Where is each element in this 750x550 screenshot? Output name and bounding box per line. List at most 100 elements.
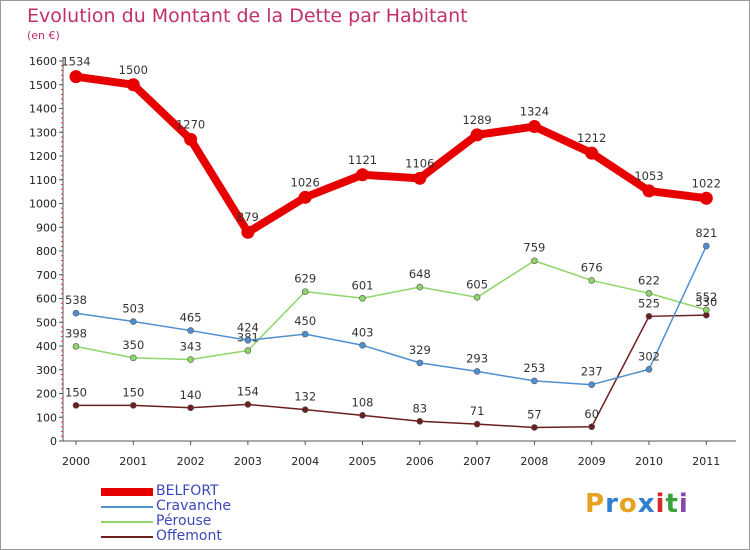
legend-label: BELFORT [156, 483, 219, 499]
y-tick-label: 200 [36, 388, 57, 401]
x-tick-label: 2008 [520, 455, 548, 468]
data-point [645, 365, 653, 373]
logo-letter: i [678, 489, 689, 519]
data-label: 1500 [119, 63, 148, 77]
data-point [642, 184, 656, 198]
x-tick-label: 2011 [692, 455, 720, 468]
y-tick-label: 1500 [29, 79, 57, 92]
data-label: 1053 [634, 169, 663, 183]
data-point [356, 168, 369, 182]
data-point [699, 191, 713, 205]
y-tick-label: 1000 [29, 198, 57, 211]
data-point [585, 146, 599, 160]
data-label: 57 [527, 407, 542, 421]
data-label: 150 [122, 385, 144, 399]
series-line-offemont [76, 314, 707, 429]
x-tick-label: 2010 [635, 455, 663, 468]
data-label: 350 [122, 338, 144, 352]
data-point [72, 309, 80, 317]
data-label: 150 [65, 385, 87, 399]
data-point [416, 283, 424, 291]
data-point [130, 402, 137, 409]
data-label: 302 [638, 349, 660, 363]
data-point [531, 257, 538, 265]
data-point [301, 288, 309, 295]
data-point [72, 402, 80, 409]
data-label: 424 [237, 320, 259, 334]
data-point [588, 277, 596, 284]
data-point [359, 294, 366, 302]
data-label: 329 [409, 343, 431, 357]
logo-letter: x [637, 489, 656, 519]
data-point [130, 354, 137, 362]
data-label: 759 [523, 241, 545, 255]
x-tick-label: 2002 [177, 455, 205, 468]
data-point [244, 347, 252, 354]
data-label: 622 [638, 273, 660, 287]
data-label: 83 [412, 401, 427, 415]
data-label: 601 [352, 278, 374, 292]
data-label: 879 [237, 210, 259, 224]
data-label: 525 [638, 296, 660, 310]
y-tick-label: 800 [36, 245, 57, 258]
x-tick-label: 2006 [406, 455, 434, 468]
y-tick-label: 1600 [29, 55, 57, 68]
data-point [470, 128, 484, 142]
data-point [645, 313, 653, 320]
data-point [702, 242, 710, 250]
legend-label: Pérouse [156, 513, 212, 529]
logo-letter: P [585, 489, 606, 519]
x-tick-label: 2004 [291, 455, 319, 468]
logo-letter: i [655, 489, 666, 519]
data-label: 648 [409, 267, 431, 281]
chart-title: Evolution du Montant de la Dette par Hab… [27, 5, 468, 27]
data-label: 71 [470, 404, 485, 418]
data-point [473, 368, 481, 375]
legend-swatch [101, 521, 153, 523]
data-point [126, 78, 140, 92]
data-label: 538 [65, 293, 87, 307]
data-point [244, 336, 252, 344]
y-tick-label: 500 [36, 316, 57, 329]
legend-label: Offemont [156, 528, 222, 544]
data-label: 605 [466, 277, 488, 291]
legend-label: Cravanche [156, 498, 232, 514]
data-point [645, 289, 653, 297]
data-label: 629 [294, 272, 316, 286]
data-point [473, 420, 481, 428]
series-line-cravanche [75, 245, 707, 386]
legend-swatch [101, 506, 153, 508]
data-point [187, 404, 194, 412]
data-label: 676 [581, 260, 603, 274]
data-point [588, 423, 596, 431]
x-tick-label: 2003 [234, 455, 262, 468]
x-tick-label: 2007 [463, 455, 491, 468]
data-label: 343 [180, 340, 202, 354]
data-label: 108 [352, 395, 374, 409]
data-point [702, 306, 710, 314]
y-tick-label: 0 [50, 435, 57, 448]
legend-swatch [101, 536, 153, 538]
data-point [531, 377, 538, 385]
y-axis-unit: (en €) [27, 29, 60, 42]
series-line-belfort [75, 72, 707, 237]
data-label: 237 [581, 365, 603, 379]
data-point [187, 327, 194, 334]
data-label: 821 [695, 226, 717, 240]
data-label: 1270 [176, 117, 205, 131]
data-point [72, 343, 80, 350]
data-point [184, 132, 198, 146]
data-label: 1212 [577, 131, 606, 145]
logo-letter: r [605, 489, 619, 519]
data-point [241, 225, 255, 239]
data-label: 465 [180, 311, 202, 325]
data-point [244, 401, 252, 408]
data-label: 1106 [405, 156, 434, 170]
data-label: 1324 [520, 105, 549, 119]
y-tick-label: 600 [36, 293, 57, 306]
data-point [527, 120, 541, 134]
y-tick-label: 1200 [29, 150, 57, 163]
data-label: 552 [695, 290, 717, 304]
